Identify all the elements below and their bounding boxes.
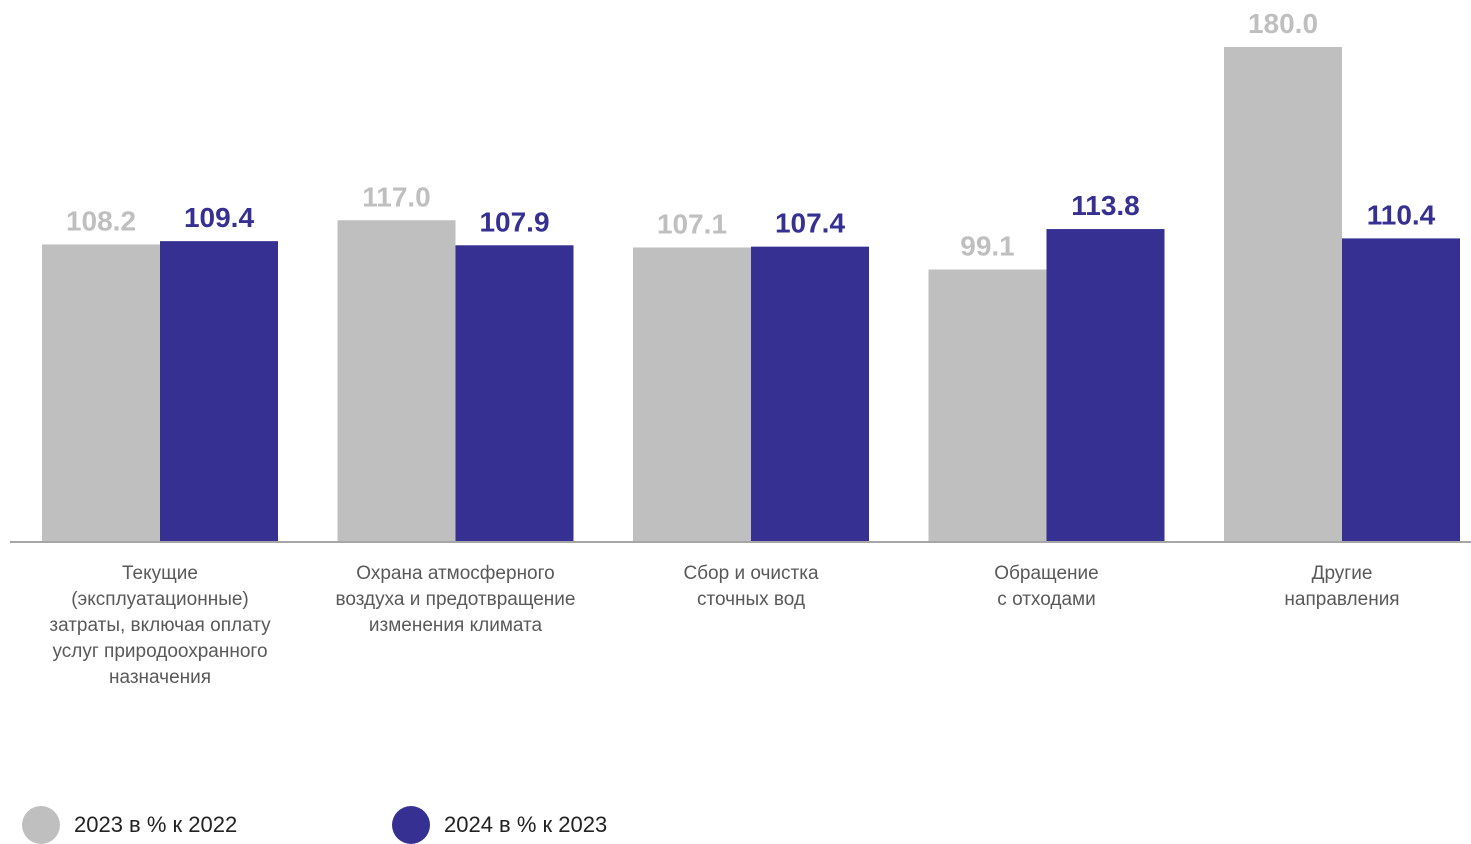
category-label-3-line-0: Обращение [994, 563, 1098, 584]
value-label-2023-cat-2: 107.1 [657, 208, 727, 239]
category-label-2-line-0: Сбор и очистка [683, 563, 819, 584]
bar-2023-cat-4 [1224, 47, 1342, 542]
legend-label-2023: 2023 в % к 2022 [74, 812, 238, 837]
category-label-1-line-2: изменения климата [369, 615, 543, 636]
category-label-0-line-0: Текущие [122, 563, 198, 584]
category-label-3: Обращение с отходами [994, 563, 1098, 610]
category-labels-group: Текущие (эксплуатационные) затраты, включа… [49, 563, 1399, 688]
value-labels-group: 108.2 109.4 117.0 107.9 107.1 107.4 99.1 113.8 1… [66, 8, 1436, 261]
value-label-2023-cat-1: 117.0 [362, 181, 431, 212]
value-label-2024-cat-1: 107.9 [479, 206, 549, 237]
value-label-2023-cat-3: 99.1 [960, 230, 1015, 261]
category-label-1-line-0: Охрана атмосферного [356, 563, 554, 584]
category-label-1-line-1: воздуха и предотвращение [336, 589, 576, 610]
bar-2024-cat-0 [160, 241, 278, 542]
category-label-0-line-3: услуг природоохранного [52, 641, 267, 662]
legend-swatch-2023 [22, 806, 60, 844]
value-label-2024-cat-0: 109.4 [184, 202, 254, 233]
category-label-2-line-1: сточных вод [697, 589, 805, 610]
bar-2023-cat-0 [42, 244, 160, 542]
category-label-3-line-1: с отходами [997, 589, 1095, 610]
value-label-2023-cat-4: 180.0 [1248, 8, 1318, 39]
category-label-1: Охрана атмосферного воздуха и предотвраще… [336, 563, 576, 636]
bar-2023-cat-2 [633, 247, 751, 542]
bar-2024-cat-4 [1342, 238, 1460, 542]
bars-group [42, 47, 1460, 543]
bar-2023-cat-1 [337, 220, 456, 542]
category-label-0-line-1: (эксплуатационные) [71, 589, 249, 610]
value-label-2024-cat-4: 110.4 [1367, 199, 1436, 230]
value-label-2023-cat-0: 108.2 [66, 205, 136, 236]
value-label-2024-cat-2: 107.4 [775, 208, 845, 239]
category-label-4: Другие направления [1284, 563, 1399, 610]
bar-2023-cat-3 [928, 269, 1047, 542]
bar-2024-cat-1 [455, 245, 574, 542]
legend-swatch-2024 [392, 806, 430, 844]
bar-2024-cat-3 [1046, 229, 1165, 543]
category-label-4-line-0: Другие [1312, 563, 1373, 584]
legend: 2023 в % к 2022 2024 в % к 2023 [22, 806, 922, 844]
category-label-0: Текущие (эксплуатационные) затраты, включа… [49, 563, 271, 688]
category-label-0-line-4: назначения [109, 667, 211, 688]
category-label-4-line-1: направления [1284, 589, 1399, 610]
legend-label-2024: 2024 в % к 2023 [444, 812, 608, 837]
category-label-2: Сбор и очистка сточных вод [683, 563, 819, 610]
value-label-2024-cat-3: 113.8 [1071, 190, 1140, 221]
bar-2024-cat-2 [751, 246, 869, 542]
category-label-0-line-2: затраты, включая оплату [49, 615, 271, 636]
